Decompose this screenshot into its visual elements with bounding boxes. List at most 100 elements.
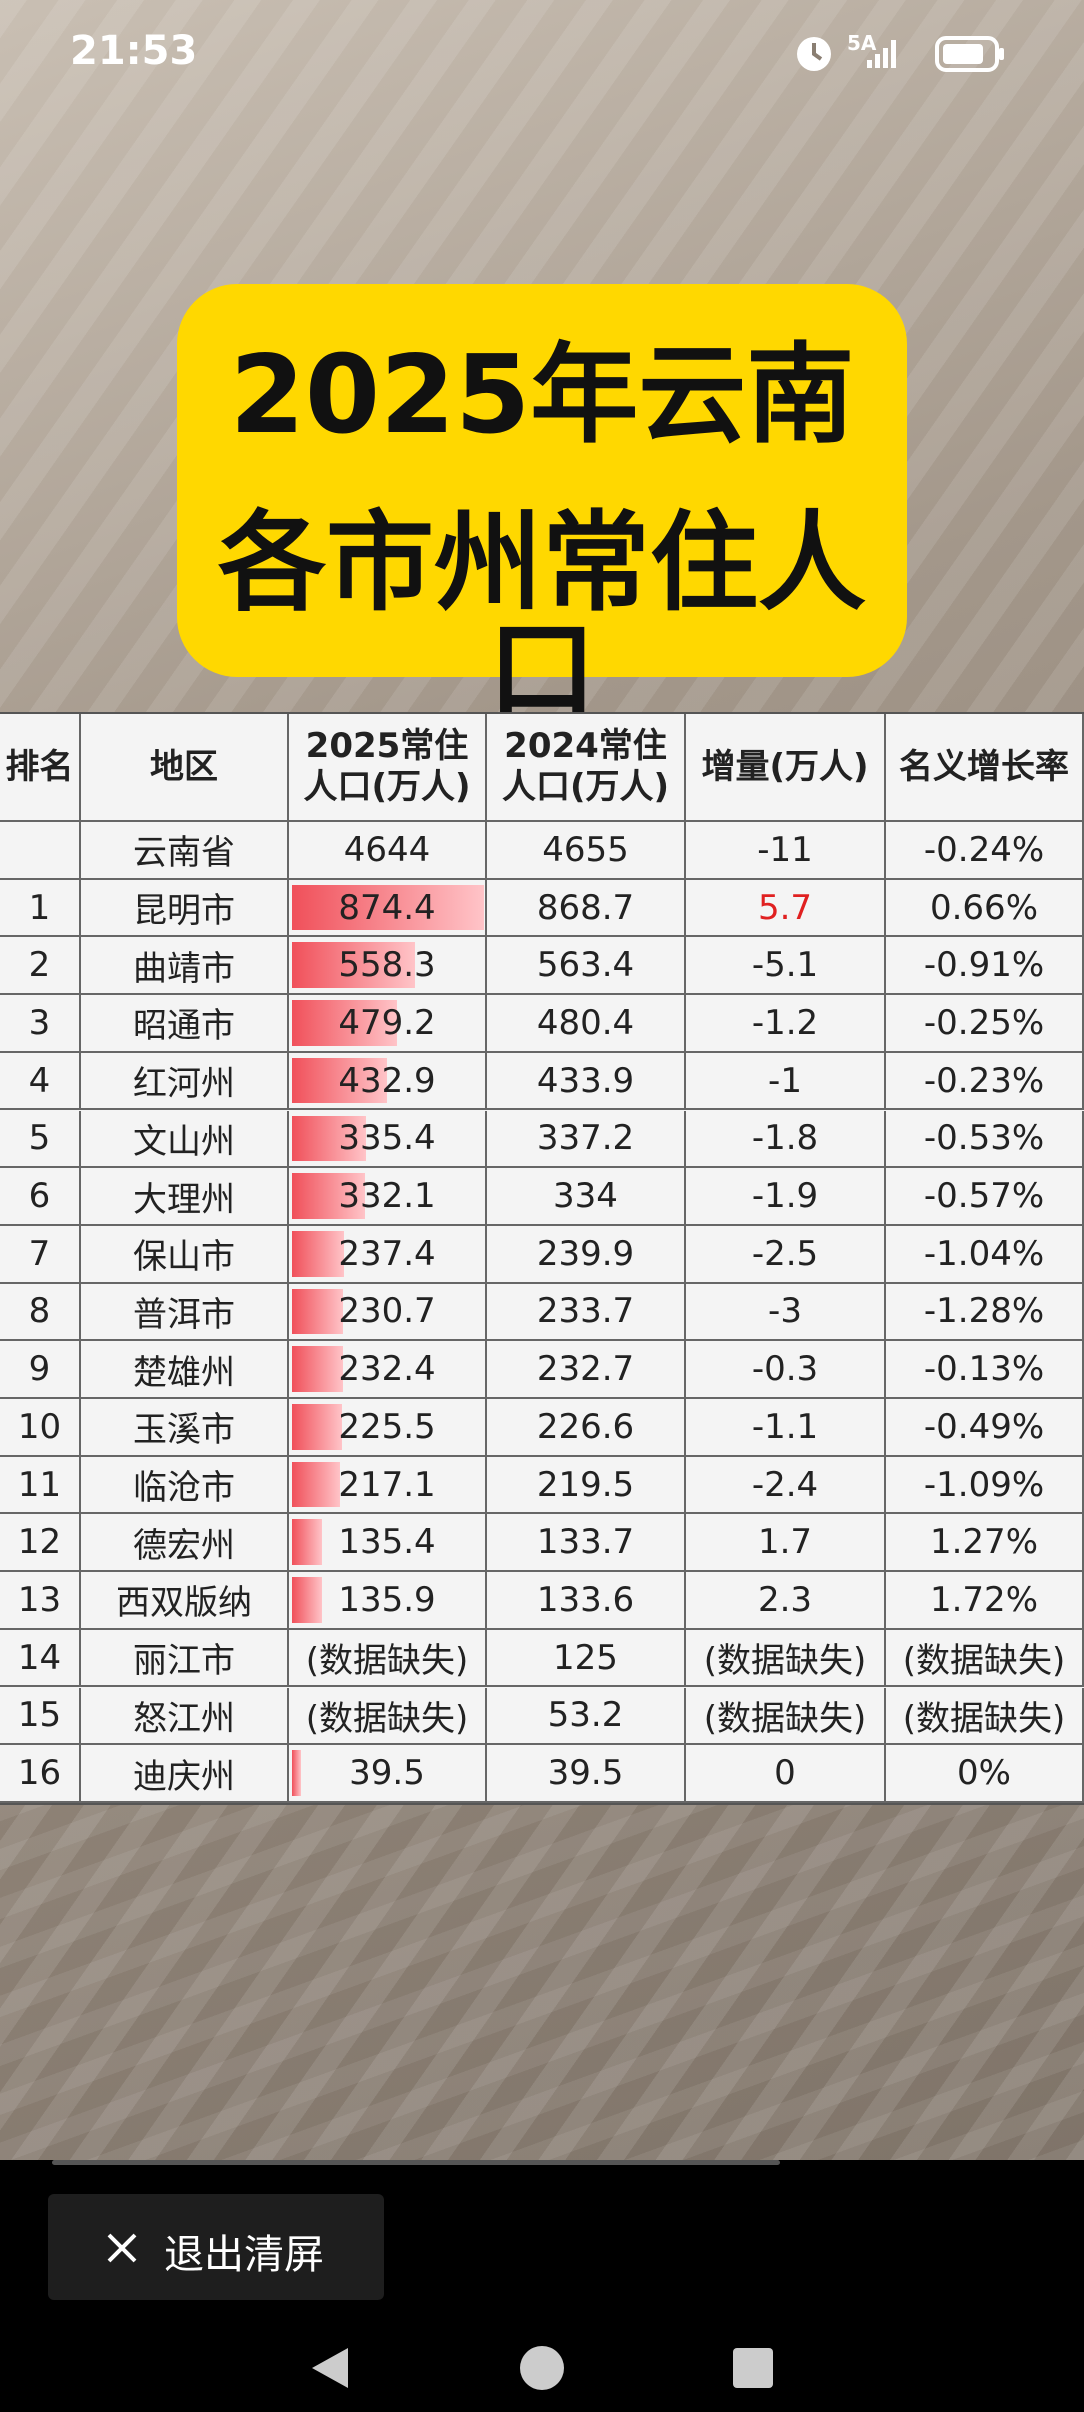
table-cell: 39.5 (289, 1745, 487, 1803)
table-cell: 楚雄州 (81, 1341, 289, 1399)
status-time: 21:53 (70, 28, 198, 74)
table-cell: 1 (0, 879, 81, 938)
cell-text: 11 (17, 1464, 62, 1505)
title-line: 2025年云南 (229, 333, 855, 458)
table-cell: -1.09% (886, 1456, 1084, 1515)
cell-text: 保山市 (133, 1237, 235, 1278)
data-bar (292, 1404, 342, 1450)
data-bar (292, 1577, 322, 1623)
cell-text: -5.1 (751, 945, 819, 986)
table-cell: 5 (0, 1110, 81, 1169)
table-cell: 225.5 (289, 1399, 487, 1457)
data-bar (292, 1173, 365, 1219)
cell-text: -2.5 (751, 1233, 819, 1274)
data-bar (292, 884, 484, 931)
table-cell: -1.9 (686, 1168, 886, 1226)
data-bar (292, 1057, 388, 1104)
nav-recent[interactable] (733, 2348, 773, 2388)
table-cell: 334 (487, 1168, 686, 1226)
table-cell: 0 (686, 1745, 886, 1803)
table-cell: -2.4 (686, 1456, 886, 1515)
table-cell: 232.7 (487, 1341, 686, 1399)
cell-text: 432.9 (338, 1060, 436, 1101)
cell-text: 335.4 (338, 1118, 436, 1159)
table-cell: -1.28% (886, 1283, 1084, 1342)
cell-text: -0.49% (923, 1406, 1045, 1447)
table-cell: -5.1 (686, 937, 886, 996)
header-cell: 2024常住 人口(万人) (487, 714, 686, 822)
cell-text: -0.25% (923, 1002, 1045, 1043)
table-cell: 9 (0, 1341, 81, 1399)
cell-text: -0.53% (923, 1118, 1045, 1159)
cell-text: -0.24% (923, 829, 1045, 870)
cell-text: 563.4 (536, 945, 635, 986)
cell-text: 4655 (542, 829, 629, 870)
cell-text: 楚雄州 (133, 1352, 235, 1393)
table-cell: 13 (0, 1572, 81, 1630)
header-text: 名义增长率 (899, 746, 1069, 787)
table-cell: 563.4 (487, 937, 686, 996)
data-bar (292, 1750, 301, 1796)
cell-text: -1.2 (751, 1002, 819, 1043)
data-bar (292, 1288, 343, 1335)
header-text: 人口(万人) (501, 767, 670, 807)
table-cell: (数据缺失) (289, 1629, 487, 1688)
cell-text: 9 (28, 1349, 51, 1390)
table-cell: -0.49% (886, 1399, 1084, 1457)
header-text: 增量(万人) (701, 746, 869, 787)
cell-text: 480.4 (536, 1002, 635, 1043)
table-cell: -0.13% (886, 1341, 1084, 1399)
cell-text: -1.09% (923, 1464, 1045, 1505)
table-cell: 4655 (487, 822, 686, 880)
table-cell: -11 (686, 822, 886, 880)
table-cell: 230.7 (289, 1283, 487, 1342)
data-bar (292, 1230, 345, 1277)
cell-text: 6 (28, 1176, 51, 1217)
cell-text: -11 (757, 829, 813, 870)
table-cell: 曲靖市 (81, 937, 289, 996)
table-cell: 昭通市 (81, 995, 289, 1053)
header-cell: 2025常住 人口(万人) (289, 714, 487, 822)
table-cell: -1.04% (886, 1225, 1084, 1284)
progress-bar (52, 2160, 780, 2165)
cell-text: 479.2 (338, 1002, 436, 1043)
table-cell: 135.4 (289, 1514, 487, 1573)
table-cell: 0.66% (886, 879, 1084, 938)
cell-text: 4 (28, 1060, 51, 1101)
cell-text: 4644 (343, 829, 431, 870)
header-text: 2025常住 (305, 726, 469, 767)
cell-text: 125 (553, 1637, 618, 1678)
table-cell: (数据缺失) (686, 1687, 886, 1746)
table-cell: 332.1 (289, 1168, 487, 1226)
status-icons: 5A (797, 31, 1004, 72)
table-cell: 14 (0, 1629, 81, 1688)
data-bar (292, 1519, 322, 1566)
cell-text: 225.5 (338, 1406, 436, 1447)
nav-home[interactable] (520, 2346, 564, 2390)
cell-text: 13 (17, 1579, 62, 1620)
table-cell: 5.7 (686, 879, 886, 938)
table-cell: 1.72% (886, 1572, 1084, 1630)
table-cell: 53.2 (487, 1687, 686, 1746)
cell-text: 昭通市 (133, 1006, 235, 1047)
table-cell: 432.9 (289, 1052, 487, 1111)
table-cell: 丽江市 (81, 1629, 289, 1688)
table-cell: 868.7 (487, 879, 686, 938)
table: 排名 地区 2025常住 人口(万人) 2024常住 人口(万人) 增量(万人) 名义增长率云… (0, 712, 1084, 1805)
cell-text: 8 (28, 1291, 51, 1332)
exit-clear-button[interactable]: 退出清屏 (48, 2194, 384, 2300)
nav-bar (312, 2346, 773, 2390)
cell-text: 10 (17, 1406, 62, 1447)
cell-text: 1 (28, 887, 51, 928)
cell-text: 云南省 (133, 833, 235, 874)
table-cell: (数据缺失) (289, 1687, 487, 1746)
cell-text: 大理州 (133, 1179, 235, 1220)
table-cell: -3 (686, 1283, 886, 1342)
cell-text: 14 (17, 1637, 62, 1678)
cell-text: 868.7 (536, 887, 635, 928)
table-cell: 337.2 (487, 1110, 686, 1169)
nav-back[interactable] (312, 2348, 348, 2388)
cell-text: -1.8 (751, 1118, 819, 1159)
cell-text: 0% (957, 1753, 1011, 1794)
